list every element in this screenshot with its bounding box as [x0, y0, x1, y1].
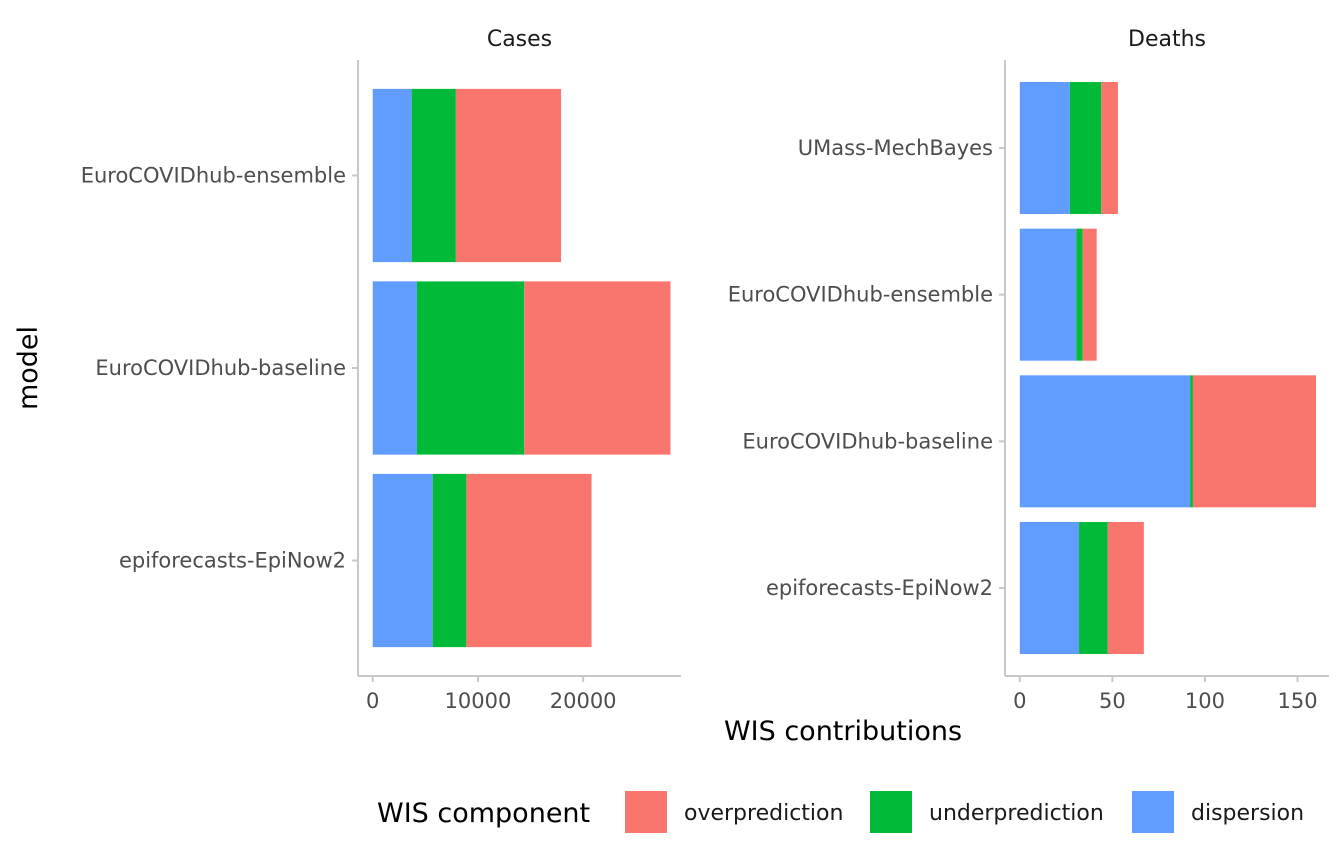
bar-dispersion-eurocovidhub-ensemble	[372, 88, 412, 263]
x-tick-label: 150	[1277, 689, 1317, 713]
legend-title: WIS component	[377, 798, 590, 829]
legend-key-overprediction	[625, 791, 667, 833]
y-tick-label: EuroCOVIDhub-baseline	[742, 429, 993, 453]
y-tick-label: EuroCOVIDhub-ensemble	[81, 164, 346, 188]
bar-dispersion-eurocovidhub-baseline	[372, 281, 417, 455]
bar-overprediction-eurocovidhub-ensemble	[455, 88, 562, 263]
facet-title: Cases	[487, 27, 552, 52]
x-tick-label: 100	[1185, 689, 1225, 713]
x-axis-title: WIS contributions	[724, 716, 962, 747]
legend: WIS component overprediction underpredict…	[377, 791, 1304, 833]
bar-underprediction-eurocovidhub-baseline	[1190, 375, 1193, 508]
bar-overprediction-eurocovidhub-baseline	[524, 281, 671, 455]
bar-overprediction-epiforecasts-epinow2	[1107, 522, 1144, 654]
bar-underprediction-epiforecasts-epinow2	[1079, 522, 1108, 654]
legend-label-underprediction: underprediction	[929, 801, 1104, 826]
facet-deaths: Deaths UMass-MechBayes EuroCOVIDhub-ensemb…	[728, 27, 1329, 713]
y-tick-label: epiforecasts-EpiNow2	[119, 549, 346, 573]
y-tick-label: EuroCOVIDhub-ensemble	[728, 283, 993, 307]
bar-overprediction-epiforecasts-epinow2	[466, 473, 592, 648]
bar-overprediction-eurocovidhub-baseline	[1192, 375, 1317, 508]
x-tick-label: 50	[1099, 689, 1126, 713]
bar-underprediction-eurocovidhub-baseline	[416, 281, 525, 455]
y-tick-label: epiforecasts-EpiNow2	[766, 576, 993, 600]
legend-key-dispersion	[1132, 791, 1174, 833]
bar-overprediction-eurocovidhub-ensemble	[1082, 228, 1097, 361]
x-tick-label: 20000	[550, 689, 617, 713]
facet-cases: Cases EuroCOVIDhub-ensemble EuroCOVIDhub-b…	[81, 27, 681, 713]
bar-underprediction-eurocovidhub-ensemble	[1076, 228, 1083, 361]
facet-title: Deaths	[1128, 27, 1206, 52]
bar-dispersion-eurocovidhub-ensemble	[1019, 228, 1077, 361]
bar-dispersion-umass-mechbayes	[1019, 82, 1070, 214]
bar-dispersion-epiforecasts-epinow2	[372, 473, 433, 648]
x-tick-label: 10000	[445, 689, 512, 713]
x-tick-label: 0	[366, 689, 379, 713]
bar-underprediction-epiforecasts-epinow2	[432, 473, 467, 648]
legend-key-underprediction	[870, 791, 912, 833]
y-tick-label: UMass-MechBayes	[798, 136, 993, 160]
y-axis-title: model	[13, 326, 44, 410]
bar-dispersion-epiforecasts-epinow2	[1019, 522, 1080, 654]
legend-label-overprediction: overprediction	[684, 801, 843, 826]
bar-underprediction-eurocovidhub-ensemble	[411, 88, 456, 263]
legend-label-dispersion: dispersion	[1191, 801, 1304, 826]
x-tick-label: 0	[1013, 689, 1026, 713]
bar-underprediction-umass-mechbayes	[1069, 82, 1102, 214]
bar-overprediction-umass-mechbayes	[1101, 82, 1118, 214]
bar-dispersion-eurocovidhub-baseline	[1019, 375, 1191, 508]
y-tick-label: EuroCOVIDhub-baseline	[95, 356, 346, 380]
